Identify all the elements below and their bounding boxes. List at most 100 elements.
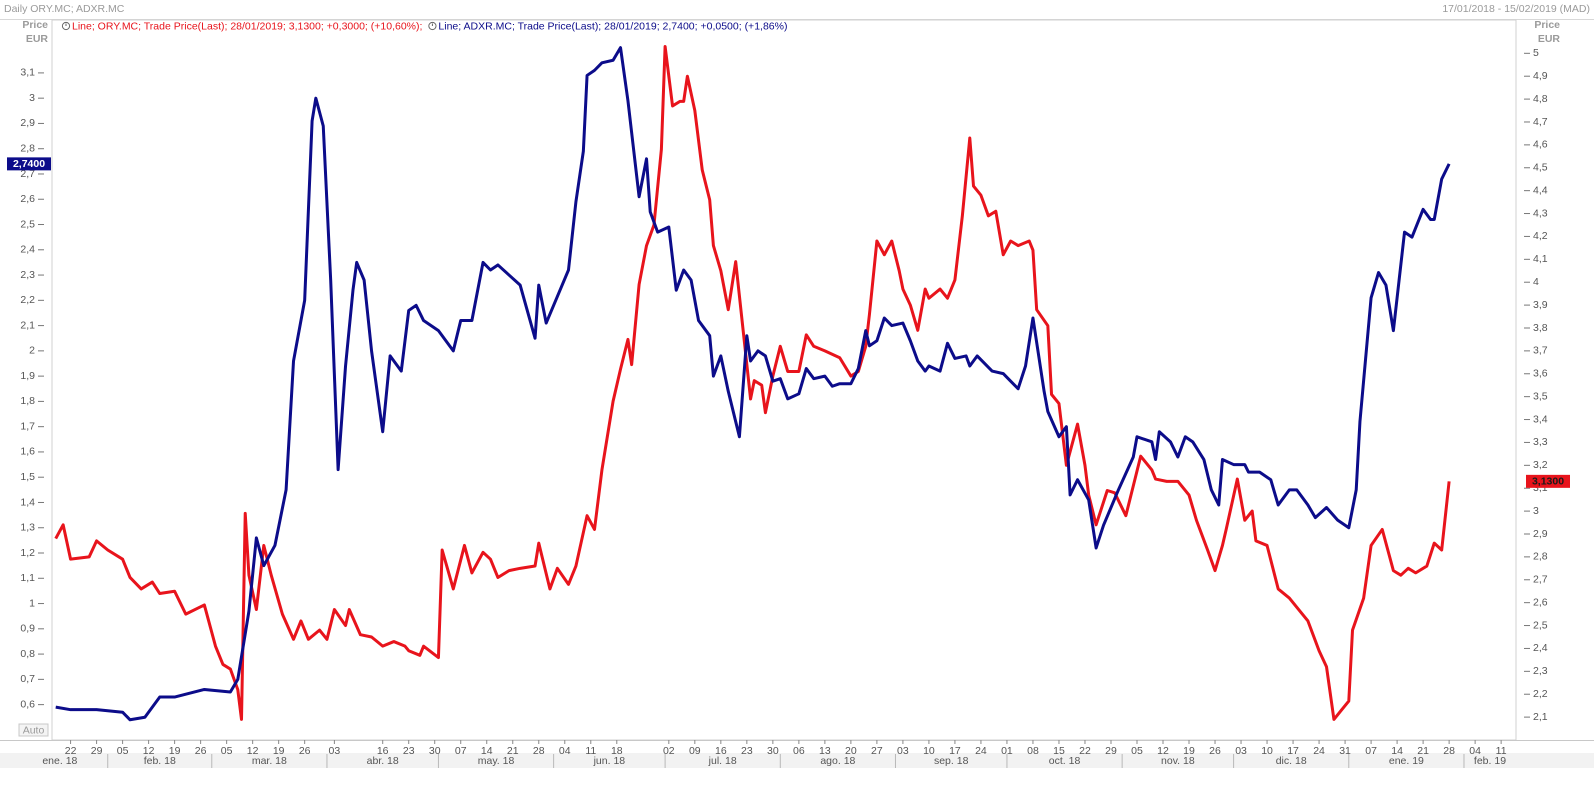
- x-tick-label: 05: [221, 745, 233, 757]
- month-label: dic. 18: [1276, 755, 1307, 767]
- y-tick-label: 2,1: [20, 319, 35, 331]
- y2-tick-label: 2,4: [1533, 642, 1548, 654]
- month-label: feb. 19: [1474, 755, 1506, 767]
- x-tick-label: 12: [143, 745, 155, 757]
- month-label: mar. 18: [252, 755, 287, 767]
- y2-axis-label: Price: [1534, 19, 1560, 31]
- auto-button[interactable]: [18, 723, 49, 737]
- x-tick-label: 03: [897, 745, 909, 757]
- y-tick-label: 0,6: [20, 698, 35, 710]
- x-tick-label: 23: [741, 745, 753, 757]
- last-value-box: [1526, 474, 1570, 488]
- x-tick-label: 05: [117, 745, 129, 757]
- x-tick-label: 10: [923, 745, 935, 757]
- y2-tick-label: 2,2: [1533, 688, 1548, 700]
- x-tick-label: 14: [1391, 745, 1403, 757]
- x-tick-label: 06: [793, 745, 805, 757]
- y-tick-label: 0,8: [20, 648, 35, 660]
- y-tick-label: 0,7: [20, 673, 35, 685]
- x-tick-label: 30: [429, 745, 441, 757]
- x-tick-label: 27: [871, 745, 883, 757]
- x-tick-label: 24: [1313, 745, 1325, 757]
- month-label: jul. 18: [708, 755, 737, 767]
- y2-tick-label: 3,8: [1533, 322, 1548, 334]
- y-tick-label: 2,6: [20, 193, 35, 205]
- x-tick-label: 03: [1235, 745, 1247, 757]
- x-tick-label: 19: [169, 745, 181, 757]
- x-tick-label: 26: [1209, 745, 1221, 757]
- month-label: sep. 18: [934, 755, 969, 767]
- x-tick-label: 19: [273, 745, 285, 757]
- x-tick-label: 29: [1105, 745, 1117, 757]
- y2-tick-label: 4,2: [1533, 230, 1548, 242]
- x-tick-label: 09: [689, 745, 701, 757]
- y-tick-label: 1,1: [20, 572, 35, 584]
- month-label: oct. 18: [1049, 755, 1081, 767]
- y2-tick-label: 3,5: [1533, 390, 1548, 402]
- y2-tick-label: 2,6: [1533, 596, 1548, 608]
- x-tick-label: 11: [585, 745, 596, 757]
- y2-tick-label: 3,9: [1533, 299, 1548, 311]
- y-axis-label: Price: [22, 19, 48, 31]
- y-tick-label: 2,4: [20, 244, 35, 256]
- x-tick-label: 11: [1496, 745, 1507, 757]
- month-label: may. 18: [478, 755, 515, 767]
- y2-tick-label: 4,9: [1533, 70, 1548, 82]
- x-tick-label: 05: [1131, 745, 1143, 757]
- x-tick-label: 21: [1417, 745, 1429, 757]
- y2-tick-label: 2,5: [1533, 619, 1548, 631]
- x-tick-label: 28: [533, 745, 545, 757]
- y2-tick-label: 4,3: [1533, 207, 1548, 219]
- legend-entry: Line; ORY.MC; Trade Price(Last); 28/01/2…: [72, 20, 422, 32]
- x-tick-label: 20: [845, 745, 857, 757]
- y-tick-label: 2: [29, 345, 35, 357]
- x-tick-label: 01: [1001, 745, 1013, 757]
- y-tick-label: 3,1: [20, 67, 35, 79]
- month-label: ene. 19: [1389, 755, 1424, 767]
- x-tick-label: 24: [975, 745, 987, 757]
- y2-tick-label: 3,3: [1533, 436, 1548, 448]
- x-tick-label: 29: [91, 745, 103, 757]
- x-tick-label: 17: [949, 745, 961, 757]
- x-tick-label: 10: [1261, 745, 1273, 757]
- y-tick-label: 3: [29, 92, 35, 104]
- x-tick-label: 26: [195, 745, 207, 757]
- x-tick-label: 31: [1339, 745, 1351, 757]
- y2-tick-label: 2,3: [1533, 665, 1548, 677]
- x-tick-label: 22: [65, 745, 77, 757]
- x-tick-label: 19: [1183, 745, 1195, 757]
- x-tick-label: 30: [767, 745, 779, 757]
- x-tick-label: 21: [507, 745, 519, 757]
- y-tick-label: 1,2: [20, 547, 35, 559]
- x-tick-label: 03: [329, 745, 341, 757]
- y-tick-label: 2,3: [20, 269, 35, 281]
- month-label: feb. 18: [144, 755, 176, 767]
- y2-tick-label: 4: [1533, 276, 1539, 288]
- y-tick-label: 1,4: [20, 496, 35, 508]
- x-tick-label: 08: [1027, 745, 1039, 757]
- last-value-box: [7, 157, 51, 171]
- x-tick-label: 12: [1157, 745, 1169, 757]
- x-tick-label: 02: [663, 745, 675, 757]
- auto-label[interactable]: Auto: [23, 724, 45, 736]
- y2-tick-label: 3,2: [1533, 459, 1548, 471]
- x-tick-label: 26: [299, 745, 311, 757]
- y2-tick-label: 4,7: [1533, 116, 1548, 128]
- y-tick-label: 1,5: [20, 471, 35, 483]
- month-label: abr. 18: [367, 755, 399, 767]
- month-label: jun. 18: [593, 755, 626, 767]
- date-range: 17/01/2018 - 15/02/2019 (MAD): [1442, 3, 1590, 15]
- y2-tick-label: 5: [1533, 47, 1539, 59]
- x-tick-label: 07: [455, 745, 467, 757]
- y-tick-label: 2,7: [20, 168, 35, 180]
- x-tick-label: 12: [247, 745, 259, 757]
- y2-tick-label: 4,1: [1533, 253, 1548, 265]
- y2-tick-label: 4,6: [1533, 139, 1548, 151]
- y-tick-label: 2,8: [20, 142, 35, 154]
- last-value-label: 3,1300: [1532, 476, 1564, 488]
- y2-tick-label: 2,9: [1533, 528, 1548, 540]
- x-tick-label: 16: [715, 745, 727, 757]
